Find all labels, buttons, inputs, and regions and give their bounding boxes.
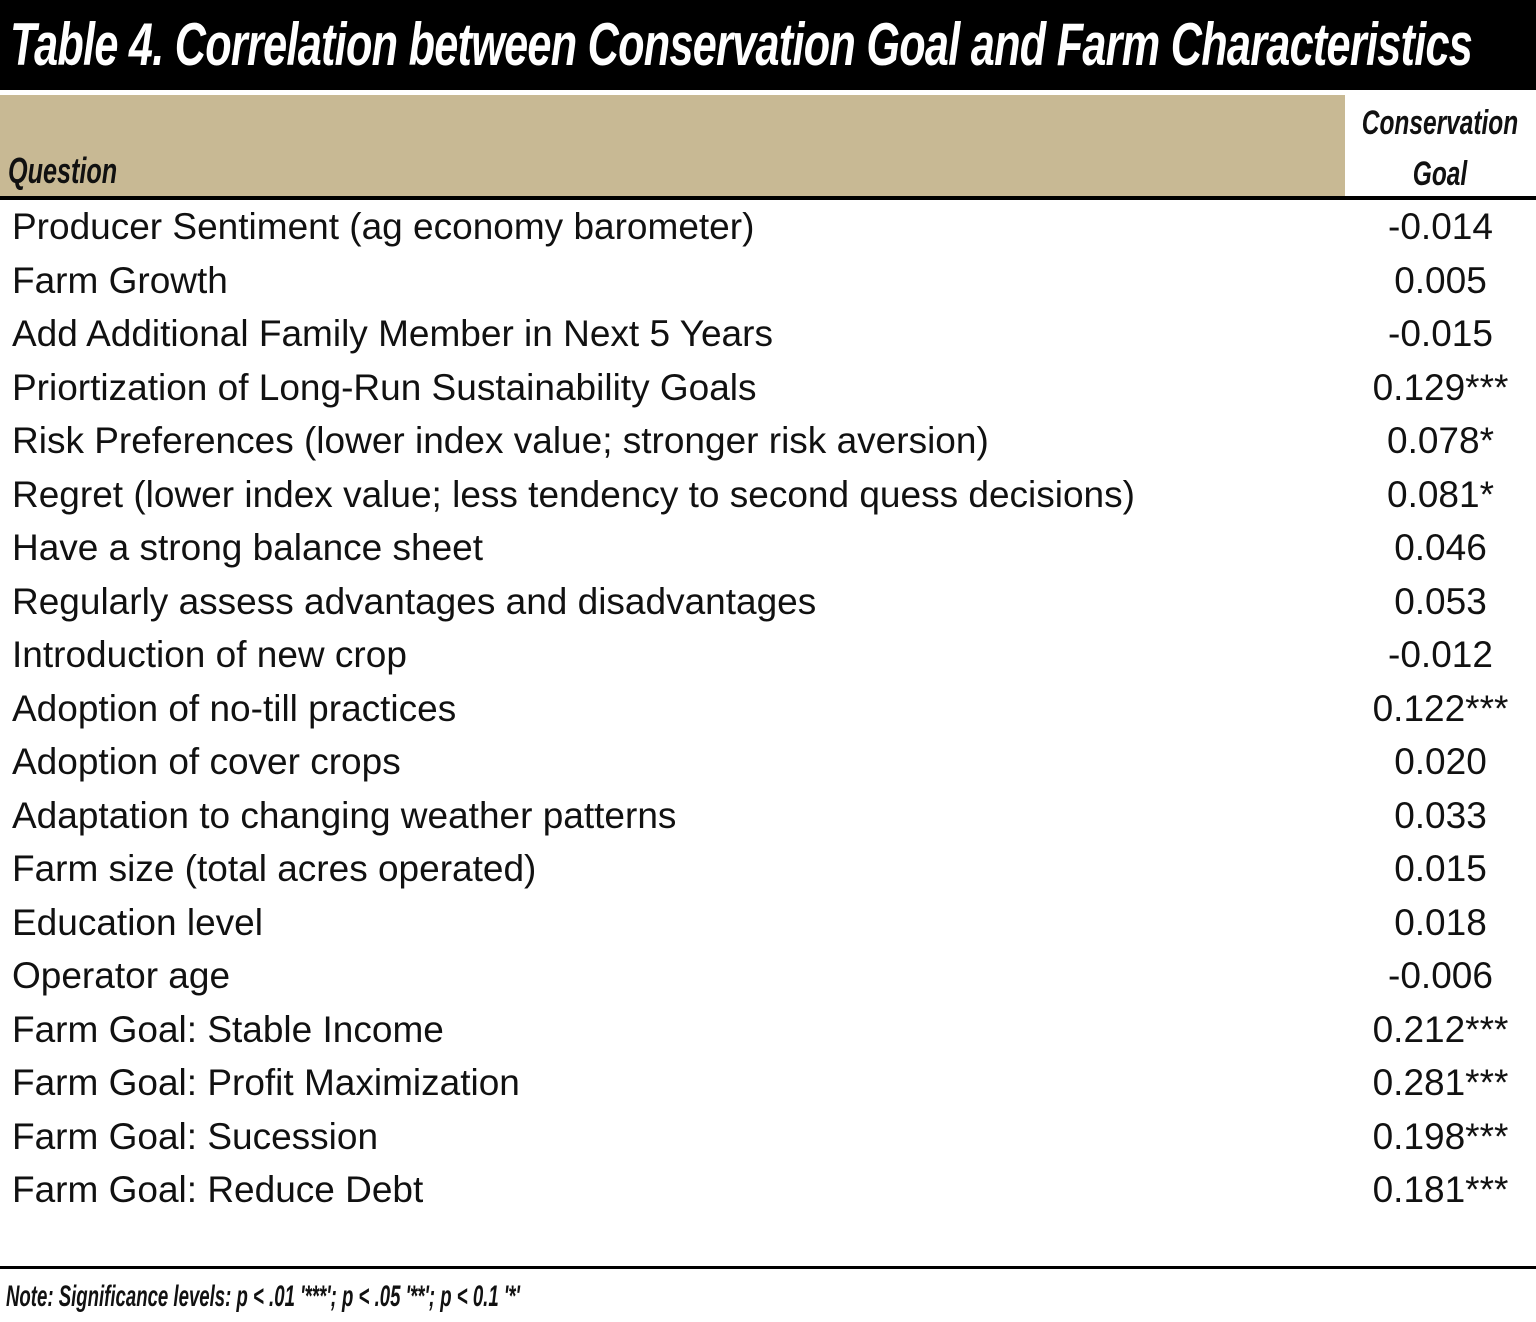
question-cell: Farm Goal: Reduce Debt — [12, 1169, 424, 1210]
value-cell: 0.033 — [1394, 794, 1487, 836]
question-cell: Introduction of new crop — [12, 634, 407, 675]
value-cell: 0.018 — [1394, 901, 1487, 943]
value-cell: 0.005 — [1394, 259, 1487, 301]
column-header: Conservation Goal — [1361, 104, 1519, 193]
value-cell: -0.015 — [1388, 313, 1493, 354]
question-cell: Have a strong balance sheet — [12, 527, 484, 568]
value-cell: 0.129*** — [1372, 366, 1509, 408]
question-cell: Adoption of no-till practices — [12, 687, 457, 729]
title: Table 4. Correlation between Conservatio… — [10, 11, 1473, 78]
value-cell: 0.198*** — [1372, 1115, 1509, 1157]
value-cell: 0.281*** — [1372, 1062, 1509, 1103]
question-cell: Farm Goal: Profit Maximization — [12, 1062, 520, 1103]
question-cell: Priortization of Long-Run Sustainability… — [12, 366, 757, 408]
question-cell: Regularly assess advantages and disadvan… — [12, 580, 817, 622]
value-cell: 0.015 — [1394, 848, 1487, 889]
question-cell: Farm Goal: Sucession — [12, 1115, 379, 1157]
question-cell: Farm size (total acres operated) — [12, 848, 537, 889]
header-rule — [0, 196, 1536, 200]
header-background — [0, 95, 1345, 197]
value-cell: 0.020 — [1394, 741, 1487, 782]
value-cell: 0.122*** — [1372, 687, 1509, 729]
question-cell: Farm Goal: Stable Income — [12, 1008, 444, 1050]
title-bar — [0, 0, 1536, 90]
value-cell: 0.212*** — [1372, 1008, 1509, 1050]
value-cell: 0.081* — [1387, 473, 1494, 515]
value-cell: 0.078* — [1387, 420, 1494, 461]
question-cell: Education level — [12, 901, 263, 943]
value-cell: -0.006 — [1388, 955, 1493, 996]
question-cell: Regret (lower index value; less tendency… — [12, 473, 1135, 515]
note: Note: Significance levels: p < .01 '***'… — [6, 1280, 520, 1313]
value-cell: -0.014 — [1388, 206, 1493, 247]
value-cell: 0.053 — [1394, 580, 1487, 622]
question-cell: Adoption of cover crops — [12, 741, 401, 782]
column-header: Question — [8, 150, 118, 191]
question-cell: Producer Sentiment (ag economy barometer… — [12, 206, 755, 247]
value-cell: -0.012 — [1388, 634, 1493, 675]
question-cell: Risk Preferences (lower index value; str… — [12, 420, 989, 461]
question-cell: Adaptation to changing weather patterns — [12, 794, 677, 836]
question-cell: Operator age — [12, 955, 231, 996]
question-cell: Farm Growth — [12, 259, 228, 301]
value-cell: 0.046 — [1394, 527, 1487, 568]
bottom-rule — [0, 1266, 1536, 1269]
value-cell: 0.181*** — [1372, 1169, 1509, 1210]
column-header-cell: Conservation Goal — [1345, 98, 1536, 196]
question-cell: Add Additional Family Member in Next 5 Y… — [12, 313, 773, 354]
